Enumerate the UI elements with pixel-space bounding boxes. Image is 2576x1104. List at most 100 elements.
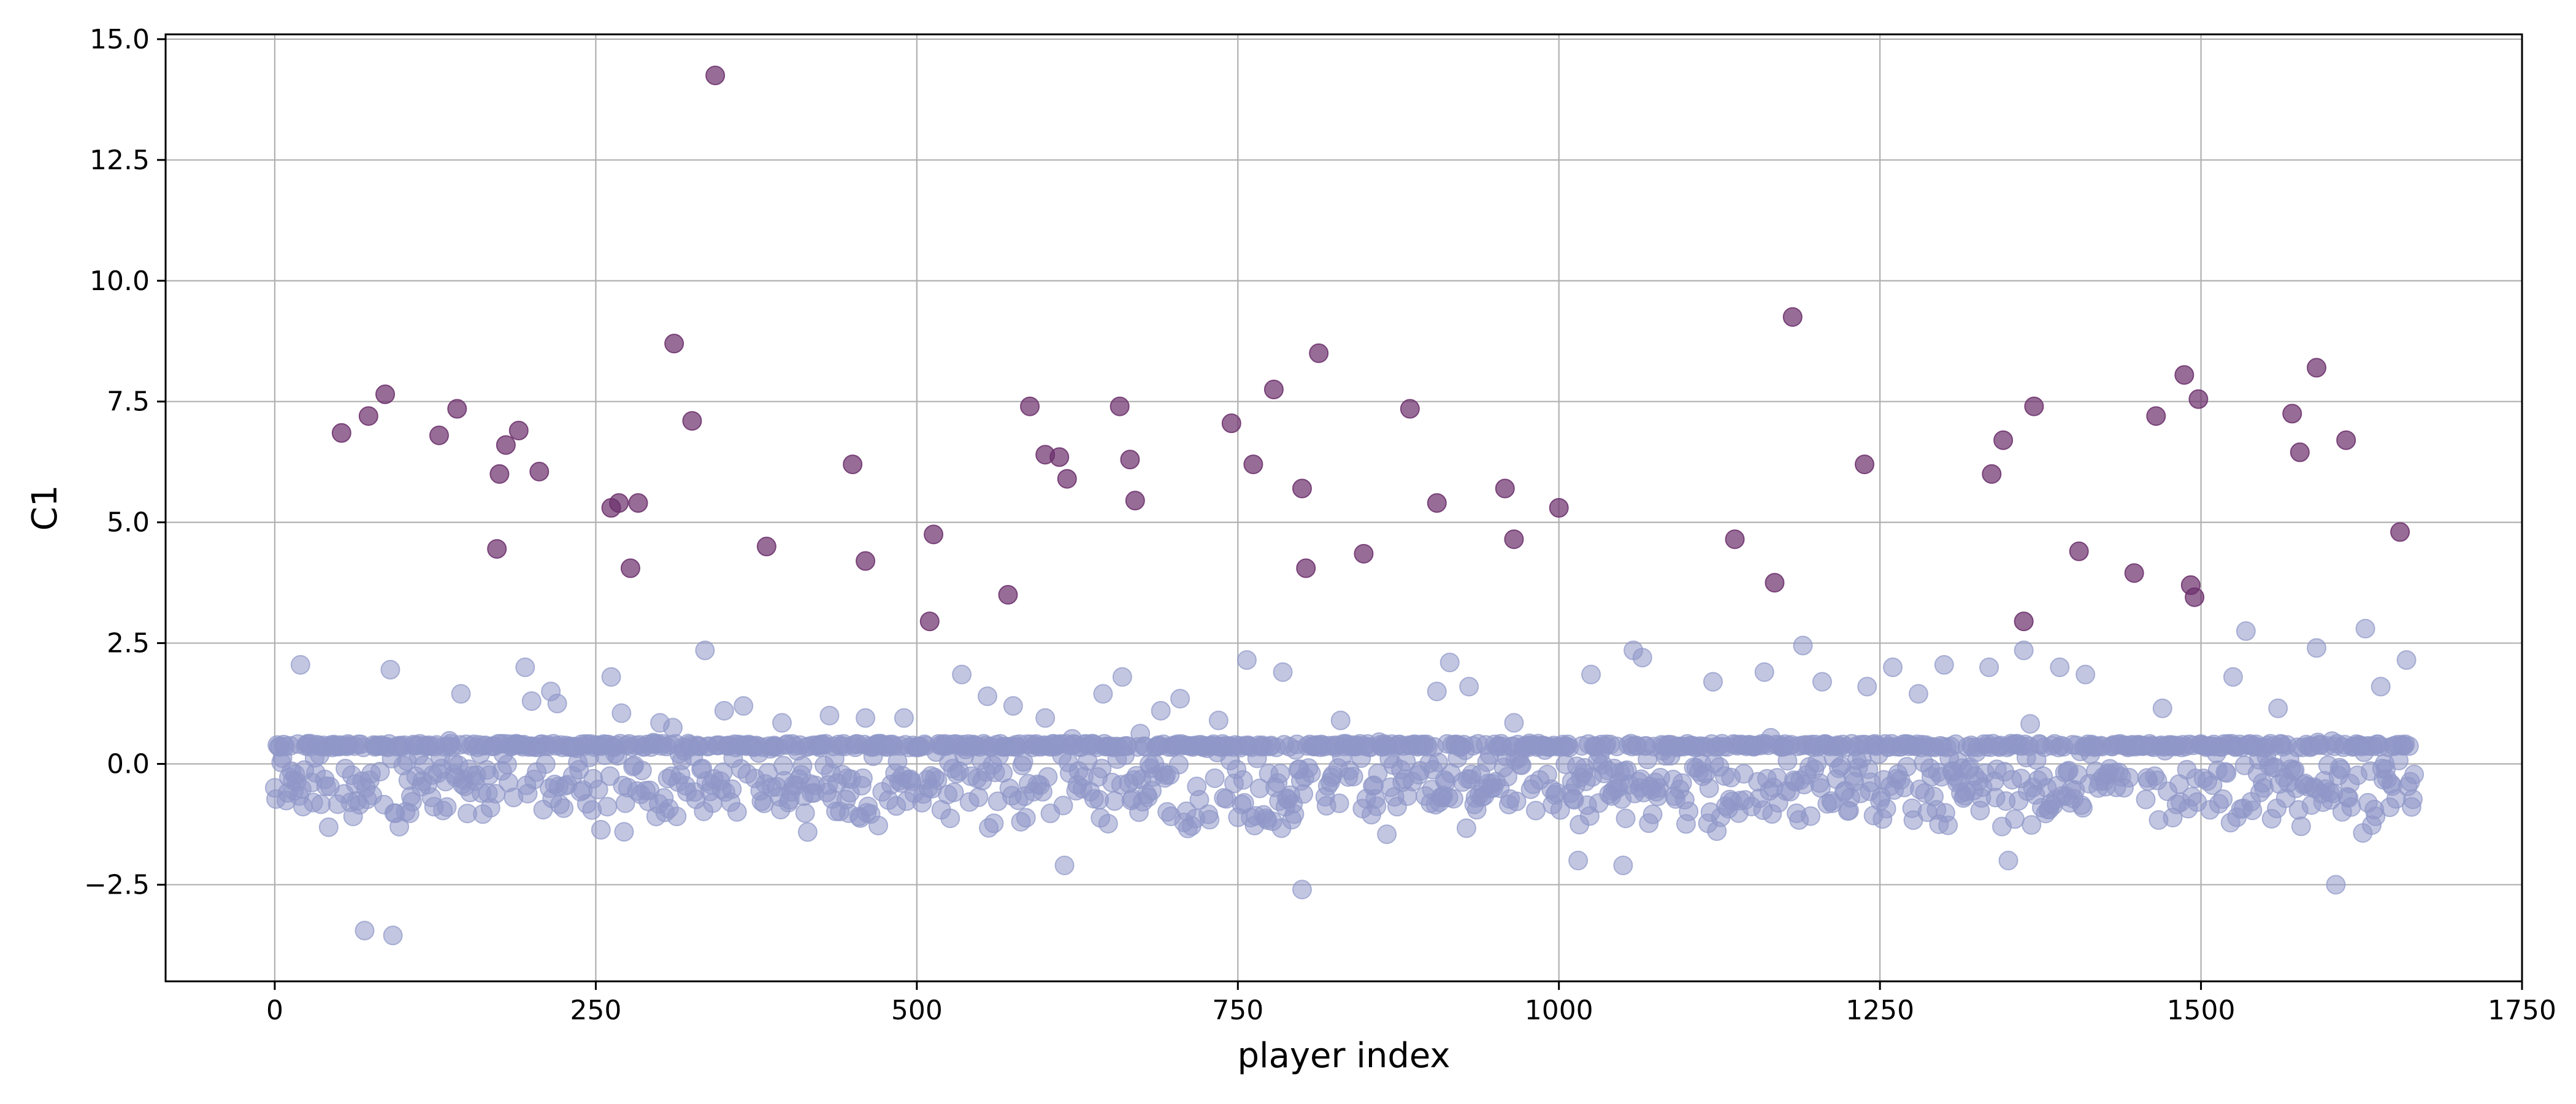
data-point (1301, 763, 1321, 783)
data-point (370, 762, 390, 782)
data-point (1092, 759, 1112, 779)
data-point (1035, 708, 1056, 728)
outlier-point (1110, 396, 1130, 416)
data-point (1236, 650, 1257, 670)
x-tick-label: 250 (570, 995, 621, 1026)
y-tick-label: 12.5 (90, 145, 150, 176)
data-point (554, 798, 574, 818)
outlier-point (2174, 365, 2195, 385)
data-point (588, 780, 608, 800)
data-point (632, 761, 652, 781)
axis-ticks: 0 250 500 750 1000 1250 1500 1750 −2.5 0.0 2.5 5.0 7… (84, 24, 2556, 1026)
data-point (1053, 795, 1073, 816)
data-point (1938, 815, 1958, 835)
data-point (1270, 764, 1290, 784)
outlier-point (508, 420, 529, 440)
data-point (591, 819, 611, 840)
data-point (2223, 667, 2243, 687)
y-axis-label: C1 (25, 485, 65, 531)
outlier-point (1504, 529, 1524, 550)
data-point (1812, 672, 1832, 692)
x-tick-label: 1500 (2167, 995, 2236, 1026)
data-point (1369, 732, 1389, 753)
outlier-point (358, 406, 378, 426)
data-point (1284, 804, 1305, 824)
data-point (1208, 710, 1229, 730)
data-point (2326, 875, 2346, 895)
outlier-point (756, 537, 776, 557)
data-point (1459, 677, 1479, 697)
outlier-point (2336, 430, 2356, 450)
data-point (1679, 801, 1699, 821)
data-point (2291, 816, 2311, 837)
data-point (402, 792, 422, 812)
data-point (819, 705, 840, 726)
data-point (1343, 767, 1363, 787)
data-point (792, 756, 813, 776)
data-point (355, 921, 375, 941)
outlier-point (682, 411, 702, 431)
data-point (927, 770, 948, 791)
data-point (1979, 657, 1999, 677)
data-point (1876, 799, 1896, 819)
data-point (853, 768, 873, 788)
data-point (1105, 791, 1125, 811)
data-point (1456, 818, 1476, 838)
plot-frame (164, 33, 2523, 983)
outlier-point (2282, 404, 2302, 424)
x-axis-label: player index (1237, 1036, 1450, 1076)
data-point (2076, 664, 2096, 684)
outlier-point (1120, 450, 1140, 470)
outlier-point (1427, 493, 1447, 513)
data-point (2399, 736, 2419, 756)
data-point (1581, 664, 1601, 684)
data-point (714, 700, 734, 721)
data-point (1497, 767, 1517, 787)
data-point (772, 713, 792, 733)
outlier-point (2307, 358, 2327, 378)
data-point (1643, 804, 1663, 824)
data-point (797, 822, 818, 842)
data-point (2152, 698, 2172, 718)
outlier-point (1725, 529, 1745, 550)
x-tick-label: 500 (891, 995, 943, 1026)
y-tick-label: 7.5 (107, 386, 150, 418)
data-point (1857, 677, 1877, 697)
data-point (2050, 657, 2070, 677)
data-point (597, 797, 618, 817)
outlier-point (1125, 491, 1145, 511)
data-point (290, 655, 310, 675)
data-point (1367, 796, 1387, 816)
outlier-point (489, 464, 510, 484)
outlier-point (1057, 469, 1077, 489)
data-point (1038, 767, 1058, 787)
data-point (944, 782, 964, 802)
data-point (667, 807, 687, 827)
x-tick-label: 750 (1212, 995, 1263, 1026)
x-tick-label: 1000 (1525, 995, 1593, 1026)
outlier-point (1020, 396, 1040, 416)
outlier-point (1549, 498, 1569, 518)
data-point (1205, 768, 1225, 788)
outlier-point (2290, 442, 2310, 462)
outlier-point (2390, 522, 2410, 542)
data-point (311, 794, 331, 815)
data-point (1672, 773, 1692, 793)
data-point (868, 815, 889, 835)
outlier-point (1292, 478, 1312, 499)
x-tick-label: 1250 (1846, 995, 1914, 1026)
data-point (2014, 640, 2034, 661)
data-point (318, 817, 339, 837)
data-point (2268, 698, 2288, 718)
outlier-point (1049, 447, 1070, 467)
data-point (952, 664, 972, 684)
data-point (1093, 684, 1113, 704)
outlier-point (2124, 563, 2144, 583)
data-point (497, 754, 517, 775)
data-point (1098, 813, 1118, 834)
outlier-point (331, 423, 351, 443)
data-point (1294, 784, 1314, 804)
outlier-point (664, 334, 684, 354)
outlier-point (1782, 307, 1803, 327)
